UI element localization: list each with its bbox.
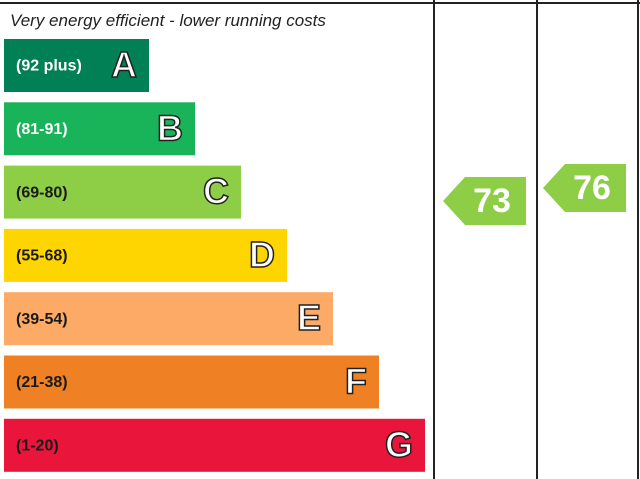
band-letter: B [157,107,183,148]
band-range: (81-91) [16,121,68,138]
band-range: (69-80) [16,184,68,201]
band-letter: F [345,361,367,402]
band-range: (1-20) [16,438,59,455]
rating-arrow [443,177,526,225]
band-range: (39-54) [16,311,68,328]
rating-value: 73 [473,182,511,220]
band-bar [4,418,425,472]
band-letter: D [249,234,275,275]
band-letter: A [111,44,137,85]
band-bar [4,39,149,92]
band-letter: G [385,424,413,465]
header: Very energy efficient - lower running co… [10,11,326,30]
band-range: (55-68) [16,248,68,265]
band-letter: C [203,171,229,212]
rating-arrow [543,164,626,212]
band-bar [4,228,287,282]
band-bar [4,165,241,219]
band-bar [4,292,333,346]
band-bar [4,355,379,409]
band-bar [4,102,195,156]
band-range: (21-38) [16,374,68,391]
band-letter: E [297,297,321,338]
rating-value: 76 [573,169,611,207]
band-range: (92 plus) [16,58,82,75]
